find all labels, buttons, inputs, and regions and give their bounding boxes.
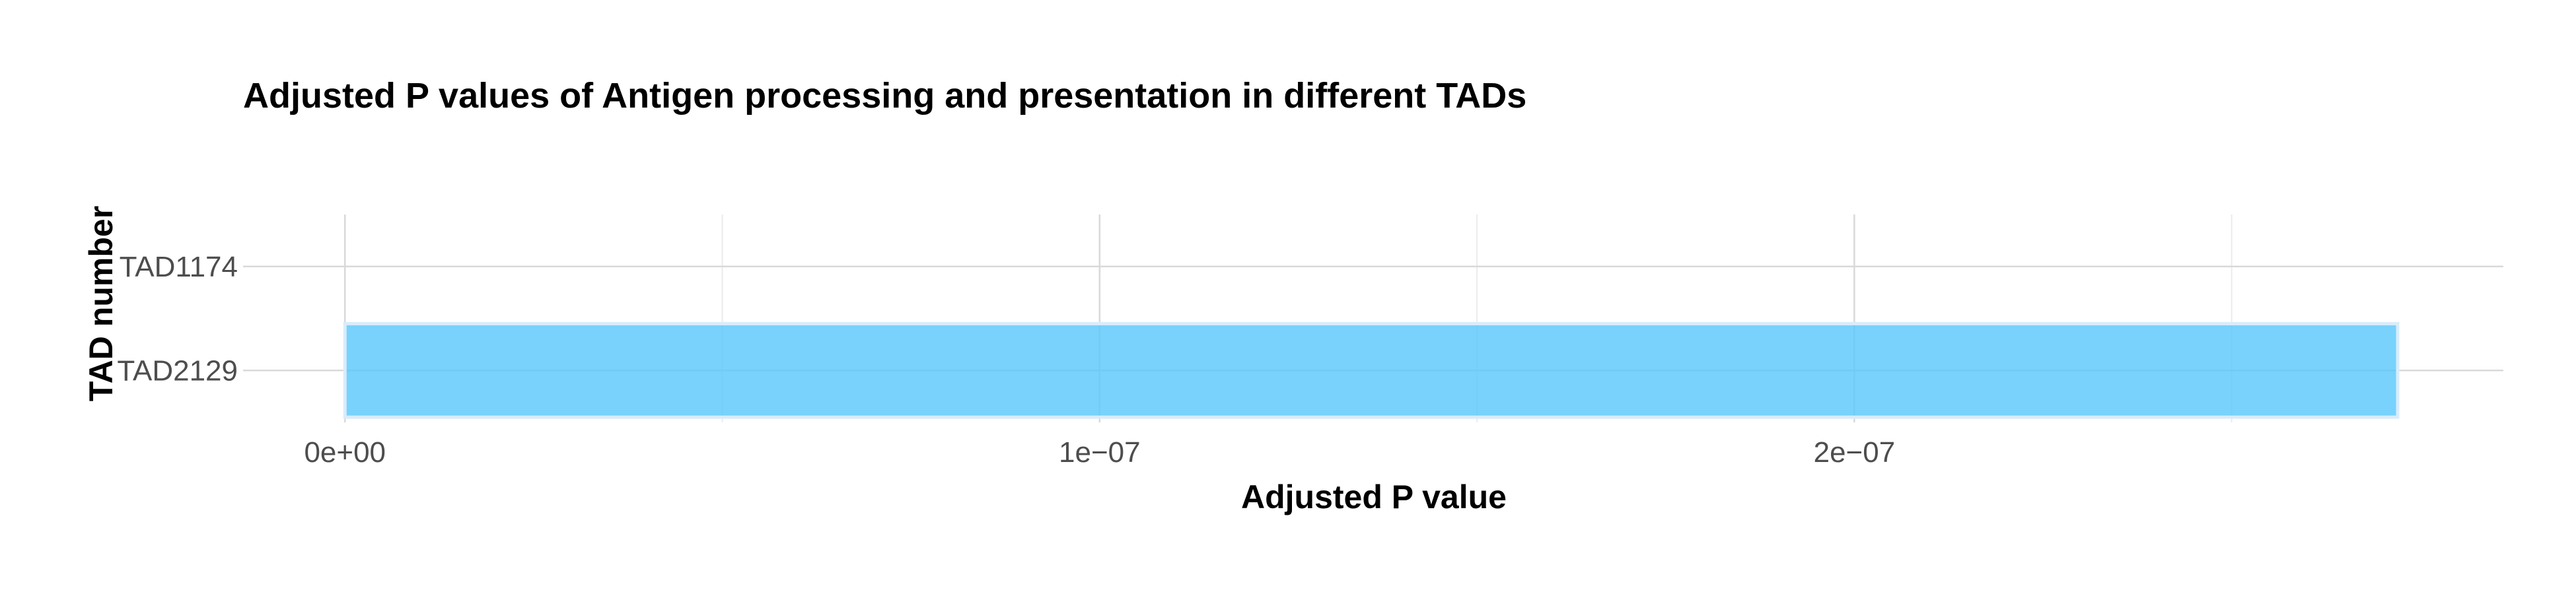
x-axis-label: Adjusted P value: [1241, 478, 1507, 515]
chart-title: Adjusted P values of Antigen processing …: [243, 76, 1526, 116]
y-tick-label-TAD1174: TAD1174: [120, 251, 238, 283]
x-tick-label-0: 0e+00: [304, 436, 386, 469]
y-tick-labels: TAD1174 TAD2129: [117, 251, 238, 387]
y-axis-label: TAD number: [83, 206, 120, 401]
bar-TAD2129: [343, 321, 2400, 419]
x-tick-label-1: 1e−07: [1059, 436, 1141, 469]
y-tick-label-TAD2129: TAD2129: [117, 354, 238, 387]
x-tick-label-2: 2e−07: [1814, 436, 1896, 469]
bars: [343, 321, 2400, 419]
x-tick-labels: 0e+00 1e−07 2e−07: [304, 436, 1895, 469]
